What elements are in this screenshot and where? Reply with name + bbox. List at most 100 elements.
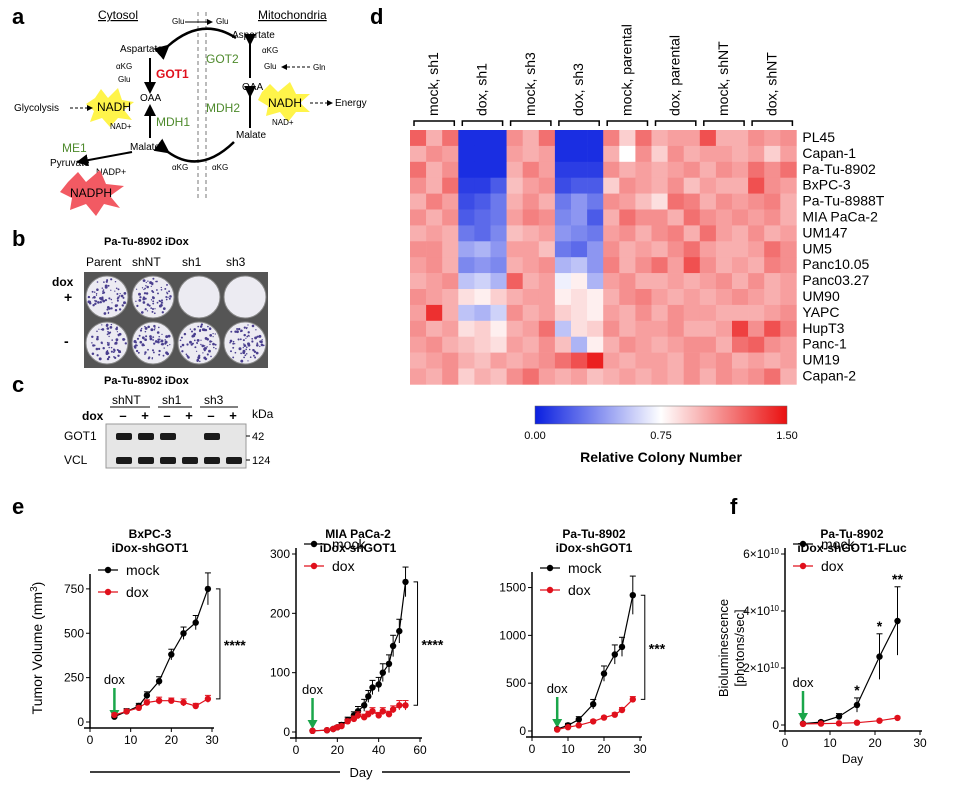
heatmap-cell <box>732 177 749 194</box>
heatmap-cell <box>667 209 684 226</box>
oaa-right: OAA <box>242 82 263 93</box>
heatmap-cell <box>587 336 604 353</box>
colony-dot <box>159 300 162 303</box>
data-point-dox <box>192 702 199 710</box>
data-point-mock <box>590 701 597 708</box>
heatmap-cell <box>603 130 620 147</box>
colony-dot <box>232 340 235 343</box>
plate-well <box>223 321 267 365</box>
colony-dot <box>106 333 109 336</box>
heatmap-cell <box>442 320 459 337</box>
heatmap-cell <box>603 161 620 178</box>
colony-dot <box>108 342 110 344</box>
heatmap-cell <box>587 225 604 242</box>
colony-dot <box>101 342 103 345</box>
heatmap-cell <box>699 225 717 242</box>
colony-dot <box>243 333 246 337</box>
heatmap-cell <box>426 177 443 194</box>
data-point-dox <box>629 696 636 703</box>
heatmap-cell <box>426 304 443 322</box>
heatmap-cell <box>699 241 717 258</box>
colony-dot <box>135 349 139 353</box>
colony-dot <box>146 285 149 289</box>
heatmap-row-label: UM19 <box>802 352 840 368</box>
heatmap-cell <box>587 161 604 178</box>
colony-dot <box>232 356 235 359</box>
colony-dot <box>247 324 249 326</box>
significance-bracket <box>640 594 646 700</box>
heatmap-cell <box>748 352 765 369</box>
data-point-mock <box>629 592 636 599</box>
heatmap-cell <box>522 161 540 178</box>
heatmap-cell <box>683 368 701 385</box>
heatmap-column-headers: mock, sh1 dox, sh1 mock, sh3 dox, sh3 mock, … <box>413 24 794 126</box>
y-tick-label: 0 <box>772 718 779 732</box>
heatmap-cell <box>587 177 604 194</box>
data-point-mock <box>618 643 626 651</box>
colony-dot <box>99 301 102 304</box>
colony-dot <box>211 340 213 343</box>
heatmap-cell <box>683 304 701 322</box>
blot-band <box>160 433 176 440</box>
heatmap-cell <box>458 130 475 147</box>
colony-dot <box>147 280 149 282</box>
heatmap-cell <box>764 241 781 258</box>
colony-dot <box>102 299 106 303</box>
heatmap-cell <box>603 368 620 385</box>
colony-dot <box>107 330 109 333</box>
data-point-dox <box>564 724 572 731</box>
heatmap-cell <box>732 161 749 178</box>
significance-label: **** <box>422 637 444 653</box>
blot-group-shnt: shNT <box>112 393 141 407</box>
colorbar-max: 1.50 <box>776 430 797 442</box>
colony-dot <box>246 326 248 329</box>
data-point-mock <box>379 669 386 676</box>
heatmap-cell <box>426 289 443 306</box>
heatmap-row-labels: PL45Capan-1Pa-Tu-8902BxPC-3Pa-Tu-8988TMI… <box>802 129 884 384</box>
blot-band <box>182 457 198 464</box>
heatmap-cell <box>538 145 556 163</box>
colony-dot <box>152 336 155 338</box>
colony-dot <box>107 355 111 359</box>
heatmap-cell <box>538 289 556 306</box>
heatmap-cell <box>748 289 765 306</box>
colony-dot <box>168 290 171 293</box>
colony-dot <box>117 288 120 291</box>
data-point-dox <box>600 714 608 721</box>
colony-dot <box>195 350 198 352</box>
heatmap-cell <box>442 209 459 226</box>
heatmap-cell <box>699 257 717 274</box>
significance-star: * <box>854 682 860 698</box>
colony-dot <box>91 290 94 293</box>
heatmap-cell <box>651 225 668 242</box>
heatmap-cell <box>426 257 443 274</box>
heatmap-cell <box>442 193 459 210</box>
f-y-axis-label-2: [photons/sec] <box>732 609 747 686</box>
heatmap-cell <box>667 336 684 353</box>
colony-dot <box>196 339 200 342</box>
malate-transport-arrow <box>153 138 235 163</box>
panel-e-letter: e <box>12 494 24 519</box>
heatmap-column-header: dox, sh3 <box>570 63 586 116</box>
colony-dot <box>119 292 121 295</box>
data-point-dox <box>309 727 316 734</box>
glu-2: Glu <box>264 62 276 71</box>
chart-title-line: Pa-Tu-8902 <box>820 527 883 541</box>
colony-dot <box>106 305 110 309</box>
colony-dot <box>198 354 201 357</box>
heatmap-cell <box>522 193 540 210</box>
heatmap-cell <box>764 177 781 194</box>
colony-dot <box>199 360 201 363</box>
heatmap-cell <box>410 209 427 226</box>
heatmap-cell <box>506 161 523 178</box>
colony-dot <box>186 343 189 346</box>
data-point-dox <box>402 702 409 709</box>
heatmap-cell <box>651 304 668 322</box>
colony-dot <box>95 294 98 296</box>
colony-dot <box>236 330 239 334</box>
colony-dot <box>154 340 158 343</box>
colony-dot <box>196 342 198 344</box>
colony-dot <box>166 352 169 356</box>
